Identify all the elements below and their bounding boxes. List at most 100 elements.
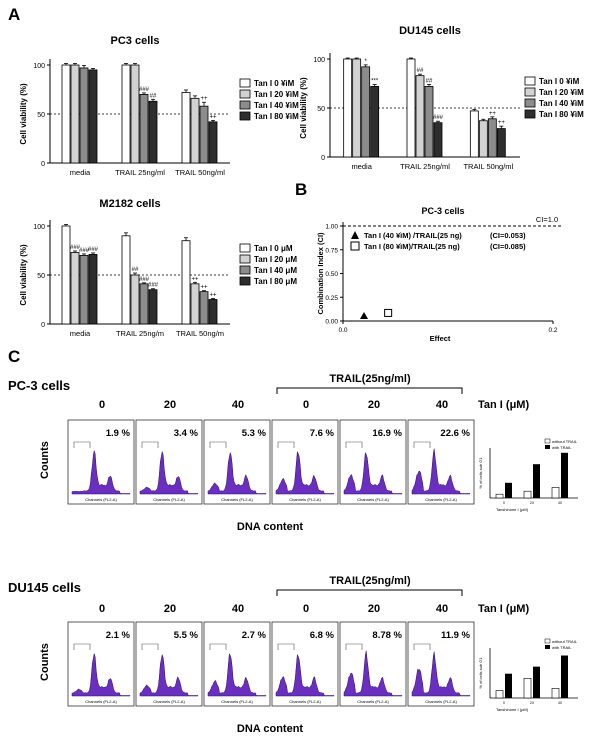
significance-mark: * (364, 59, 367, 65)
channel-caption: Channels (FL2-A) (425, 497, 457, 502)
inset-x-tick: 0 (503, 701, 505, 705)
inset-bar-with-trail (561, 655, 568, 698)
subg1-gate-marker (413, 441, 431, 448)
subg1-percent: 5.5 % (174, 630, 199, 641)
counts-label: Counts (39, 441, 51, 479)
y-tick-label: 0 (41, 322, 45, 329)
chart-title: PC-3 cells (421, 206, 464, 216)
flow-row-1: DU145 cells TRAIL(25ng/ml) Tan I (μM) Count… (8, 575, 578, 735)
significance-mark: ## (426, 78, 433, 84)
x-axis-label: Effect (430, 334, 451, 343)
bar-chart-0: PC3 cells 0 50 100 Cell viability (%) media ##… (19, 35, 299, 177)
subg1-percent: 5.3 % (242, 428, 267, 439)
subg1-gate-marker (277, 441, 295, 448)
subg1-gate-marker (413, 643, 431, 650)
bar (148, 289, 158, 325)
cell-line-title: DU145 cells (8, 580, 81, 595)
significance-mark: ++ (209, 114, 217, 120)
inset-bar-with-trail (505, 482, 512, 498)
histogram-trace (71, 653, 131, 697)
tan-label: Tan I (μM) (478, 603, 529, 615)
legend-entry: Tan I 40 ¥ìM (539, 99, 584, 108)
x-tick-label: TRAIL 50ng/ml (463, 162, 513, 171)
inset-bar-with-trail (505, 673, 512, 698)
y-axis-label: Cell viability (%) (299, 77, 308, 139)
y-tick-label: 50 (37, 112, 45, 119)
channel-caption: Channels (FL2-A) (85, 699, 117, 704)
inset-x-tick: 40 (558, 501, 562, 505)
significance-mark: ## (150, 93, 157, 99)
histogram-trace (139, 654, 199, 697)
inset-x-tick: 0 (503, 501, 505, 505)
y-tick-label: 100 (33, 63, 45, 70)
significance-mark: ++ (209, 293, 217, 299)
legend-triangle (351, 231, 359, 239)
subg1-gate-marker (209, 441, 227, 448)
bar (181, 240, 191, 325)
dose-label: 20 (164, 603, 176, 615)
inset-legend-entry: without TRAIL (552, 439, 578, 444)
significance-mark: ## (417, 68, 424, 74)
y-tick-label: 0 (321, 155, 325, 162)
subg1-percent: 22.6 % (440, 428, 470, 439)
channel-caption: Channels (FL2-A) (289, 497, 321, 502)
histogram-trace (411, 448, 471, 495)
histogram-trace (207, 652, 267, 697)
legend-entry: Tan I 0 ¥ìM (539, 77, 580, 86)
significance-mark: ## (132, 267, 139, 273)
inset-legend-swatch (544, 438, 551, 444)
trail-bracket (276, 589, 463, 596)
legend-swatch (239, 254, 251, 264)
y-tick-label: 50 (317, 106, 325, 113)
x-tick-label: media (70, 168, 91, 177)
subg1-gate-marker (73, 441, 91, 448)
dose-label: 20 (368, 603, 380, 615)
inset-y-label: % of cells sub G1 (478, 657, 483, 689)
channel-caption: Channels (FL2-A) (85, 497, 117, 502)
x-tick-label: TRAIL 25ng/ml (400, 162, 450, 171)
subg1-percent: 8.78 % (372, 630, 402, 641)
legend-square (350, 241, 360, 251)
legend-entry: Tan I 0 ¥ìM (254, 79, 295, 88)
significance-mark: *** (371, 78, 379, 84)
data-point-triangle (360, 311, 368, 319)
legend-swatch (239, 100, 251, 110)
flow-row-0: PC-3 cells TRAIL(25ng/ml) Tan I (μM) Counts… (8, 373, 578, 533)
bar (370, 86, 380, 158)
x-tick-label: TRAIL 50ng/m (176, 329, 224, 338)
dna-content-label: DNA content (237, 723, 304, 735)
tan-label: Tan I (μM) (478, 399, 529, 411)
subg1-percent: 2.7 % (242, 630, 267, 641)
inset-legend-entry: with TRAIL (552, 645, 572, 650)
subg1-gate-marker (209, 643, 227, 650)
legend-entry: Tan I 80 ¥ìM (539, 110, 584, 119)
legend-entry: Tan I 20 ¥ìM (254, 90, 299, 99)
legend-entry: Tan I 80 μM (254, 277, 297, 286)
x-tick-label: 0.2 (548, 327, 557, 334)
subg1-gate-marker (277, 643, 295, 650)
channel-caption: Channels (FL2-A) (425, 699, 457, 704)
y-axis-label: Cell viability (%) (19, 83, 28, 145)
bar (139, 283, 149, 325)
bar (88, 69, 98, 164)
bar (88, 254, 98, 325)
y-tick-label: 1.00 (325, 224, 338, 231)
bar (433, 122, 443, 158)
inset-legend-entry: without TRAIL (552, 639, 578, 644)
y-tick-label: 0.75 (325, 247, 338, 254)
bar (130, 64, 140, 164)
legend-swatch (524, 109, 536, 119)
channel-caption: Channels (FL2-A) (221, 699, 253, 704)
significance-mark: ++ (489, 111, 497, 117)
inset-x-tick: 20 (530, 701, 534, 705)
y-tick-label: 0.50 (325, 271, 338, 278)
bar (70, 64, 80, 164)
chart-title: PC3 cells (111, 35, 160, 47)
bar (139, 94, 149, 164)
bar (361, 66, 371, 158)
significance-mark: ### (88, 247, 99, 253)
legend-ci-value: (CI=0.085) (490, 242, 526, 251)
